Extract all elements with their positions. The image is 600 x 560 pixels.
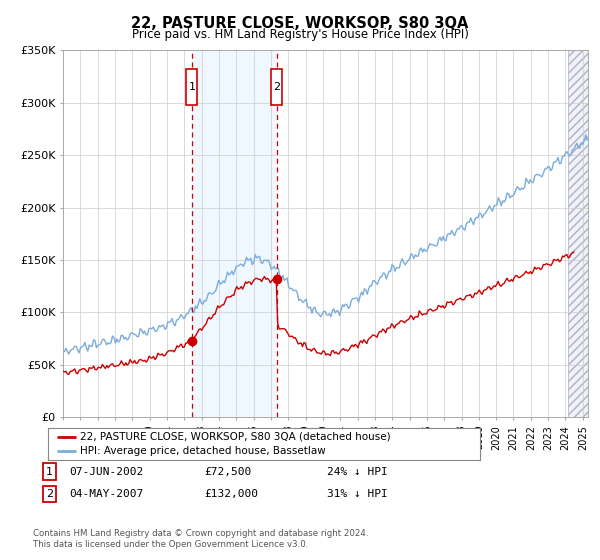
Text: 22, PASTURE CLOSE, WORKSOP, S80 3QA: 22, PASTURE CLOSE, WORKSOP, S80 3QA [131, 16, 469, 31]
Bar [568, 50, 588, 417]
Bar [192, 50, 277, 417]
Text: £132,000: £132,000 [204, 489, 258, 499]
Text: Price paid vs. HM Land Registry's House Price Index (HPI): Price paid vs. HM Land Registry's House … [131, 28, 469, 41]
Text: 1: 1 [46, 466, 53, 477]
Text: 2: 2 [273, 82, 280, 92]
Text: 1: 1 [188, 82, 196, 92]
Bar [568, 50, 588, 417]
FancyBboxPatch shape [271, 69, 283, 105]
Text: 24% ↓ HPI: 24% ↓ HPI [327, 466, 388, 477]
Text: HPI: Average price, detached house, Bassetlaw: HPI: Average price, detached house, Bass… [80, 446, 326, 456]
FancyBboxPatch shape [187, 69, 197, 105]
Text: 31% ↓ HPI: 31% ↓ HPI [327, 489, 388, 499]
Text: This data is licensed under the Open Government Licence v3.0.: This data is licensed under the Open Gov… [33, 540, 308, 549]
Text: 2: 2 [46, 489, 53, 499]
Text: 22, PASTURE CLOSE, WORKSOP, S80 3QA (detached house): 22, PASTURE CLOSE, WORKSOP, S80 3QA (det… [80, 432, 391, 442]
Text: 04-MAY-2007: 04-MAY-2007 [69, 489, 143, 499]
Text: 07-JUN-2002: 07-JUN-2002 [69, 466, 143, 477]
Text: Contains HM Land Registry data © Crown copyright and database right 2024.: Contains HM Land Registry data © Crown c… [33, 529, 368, 538]
Text: £72,500: £72,500 [204, 466, 251, 477]
